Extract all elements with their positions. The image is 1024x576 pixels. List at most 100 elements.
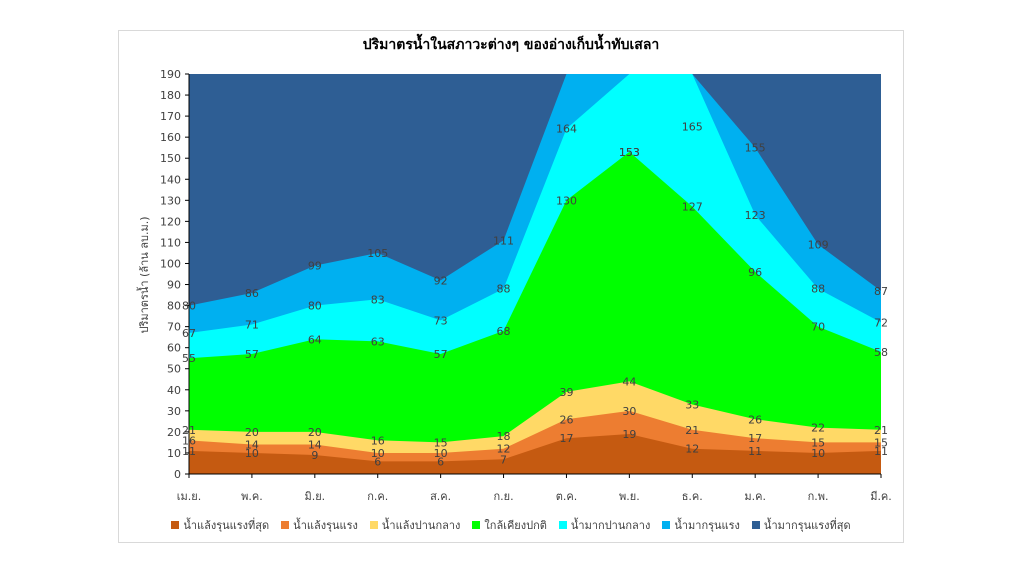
data-label: 33	[685, 399, 699, 412]
legend-swatch	[281, 521, 290, 529]
data-label: 70	[811, 321, 825, 334]
data-label: 130	[556, 194, 577, 207]
data-label: 26	[559, 413, 573, 426]
legend-item: น้ำแล้งรุนแรง	[281, 516, 358, 534]
data-label: 164	[556, 123, 577, 136]
data-label: 64	[308, 333, 322, 346]
y-tick-label: 130	[160, 194, 181, 207]
y-tick-label: 40	[167, 384, 181, 397]
data-label: 6	[374, 455, 381, 468]
data-label: 111	[493, 234, 514, 247]
data-label: 127	[682, 201, 703, 214]
data-label: 153	[619, 146, 640, 159]
data-label: 16	[182, 434, 196, 447]
data-label: 10	[371, 447, 385, 460]
data-label: 92	[434, 274, 448, 287]
data-label: 96	[748, 266, 762, 279]
y-tick-label: 190	[160, 68, 181, 81]
data-label: 15	[434, 436, 448, 449]
data-label: 11	[182, 445, 196, 458]
area-near-normal	[189, 151, 881, 474]
y-tick-label: 60	[167, 342, 181, 355]
data-label: 22	[811, 422, 825, 435]
data-label: 88	[497, 283, 511, 296]
y-tick-label: 20	[167, 426, 181, 439]
data-label: 11	[874, 445, 888, 458]
data-label: 123	[745, 209, 766, 222]
data-label: 12	[497, 443, 511, 456]
data-label: 14	[245, 439, 259, 452]
legend-item: น้ำแล้งปานกลาง	[369, 516, 461, 534]
legend-swatch	[662, 521, 671, 529]
y-tick-label: 180	[160, 89, 181, 102]
y-axis-label: ปริมาตรน้ำ (ล้าน ลบ.ม.)	[136, 216, 151, 333]
data-label: 15	[874, 436, 888, 449]
data-label: 17	[559, 432, 573, 445]
x-tick-label: ส.ค.	[430, 490, 451, 503]
data-label: 58	[874, 346, 888, 359]
chart-title: ปริมาตรน้ำในสภาวะต่างๆ ของอ่างเก็บน้ำทับ…	[362, 37, 660, 53]
legend-item: น้ำมากปานกลาง	[558, 516, 651, 534]
y-tick-label: 140	[160, 173, 181, 186]
x-tick-label: ม.ค.	[744, 490, 766, 503]
legend-label: น้ำมากรุนแรง	[674, 519, 740, 532]
data-label: 11	[748, 445, 762, 458]
x-tick-label: ก.ค.	[367, 490, 388, 503]
legend-swatch	[472, 521, 481, 529]
y-tick-label: 30	[167, 405, 181, 418]
x-tick-label: เม.ย.	[177, 490, 201, 503]
data-label: 153	[619, 146, 640, 159]
data-label: 72	[874, 316, 888, 329]
area-driest	[189, 434, 881, 474]
legend-label: น้ำมากปานกลาง	[570, 519, 651, 532]
x-tick-label: ก.พ.	[808, 490, 829, 503]
data-label: 73	[434, 314, 448, 327]
legend-label: ใกล้เคียงปกติ	[484, 519, 547, 532]
data-label: 20	[308, 426, 322, 439]
data-label: 63	[371, 335, 385, 348]
data-label: 87	[874, 285, 888, 298]
data-label: 20	[245, 426, 259, 439]
data-label: 39	[559, 386, 573, 399]
y-tick-label: 110	[160, 236, 181, 249]
legend-item: ใกล้เคียงปกติ	[472, 516, 547, 534]
data-label: 12	[685, 443, 699, 456]
data-label: 67	[182, 327, 196, 340]
data-label: 109	[808, 239, 829, 252]
data-label: 7	[500, 453, 507, 466]
data-label: 155	[745, 142, 766, 155]
y-tick-label: 70	[167, 321, 181, 334]
legend-label: น้ำแล้งรุนแรง	[293, 519, 358, 532]
data-label: 6	[437, 455, 444, 468]
data-label: 80	[182, 300, 196, 313]
data-label: 17	[748, 432, 762, 445]
y-tick-label: 10	[167, 447, 181, 460]
data-label: 10	[811, 447, 825, 460]
data-label: 14	[308, 439, 322, 452]
axes: 0102030405060708090100110120130140150160…	[160, 68, 892, 503]
x-tick-label: พ.ย.	[619, 490, 640, 503]
y-tick-label: 0	[174, 468, 181, 481]
data-label: 30	[622, 405, 636, 418]
y-tick-label: 50	[167, 363, 181, 376]
legend-label: น้ำแล้งปานกลาง	[381, 519, 461, 532]
data-label: 9	[311, 449, 318, 462]
x-tick-label: ธ.ค.	[682, 490, 703, 503]
y-tick-label: 100	[160, 257, 181, 270]
y-tick-label: 170	[160, 110, 181, 123]
data-label: 55	[182, 352, 196, 365]
legend-item: น้ำแล้งรุนแรงที่สุด	[171, 516, 269, 534]
x-tick-label: ต.ค.	[556, 490, 578, 503]
data-label: 18	[497, 430, 511, 443]
data-label: 26	[748, 413, 762, 426]
data-label: 16	[371, 434, 385, 447]
data-label: 19	[622, 428, 636, 441]
y-tick-label: 150	[160, 152, 181, 165]
area-layers	[189, 74, 881, 474]
data-label: 15	[811, 436, 825, 449]
y-tick-label: 160	[160, 131, 181, 144]
y-tick-label: 90	[167, 279, 181, 292]
x-tick-label: พ.ค.	[241, 490, 263, 503]
